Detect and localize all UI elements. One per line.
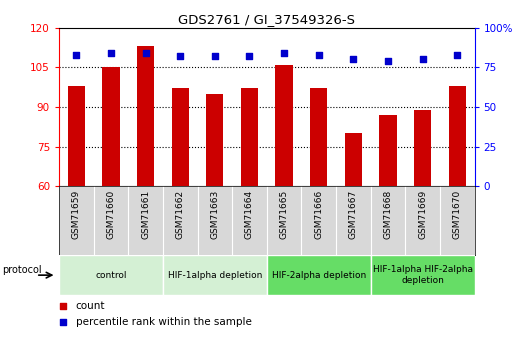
Bar: [102, 67, 120, 186]
Bar: [448, 86, 466, 186]
Bar: [370, 255, 475, 295]
Point: [314, 52, 323, 57]
Point: [59, 304, 67, 309]
Text: GSM71662: GSM71662: [175, 190, 185, 239]
Point: [245, 53, 253, 59]
Text: control: control: [95, 270, 127, 280]
Point: [349, 57, 358, 62]
Text: HIF-1alpha HIF-2alpha
depletion: HIF-1alpha HIF-2alpha depletion: [372, 265, 472, 285]
Text: GSM71669: GSM71669: [418, 190, 427, 239]
Point: [384, 58, 392, 64]
Point: [211, 53, 219, 59]
Bar: [310, 88, 327, 186]
Point: [280, 50, 288, 56]
Text: HIF-2alpha depletion: HIF-2alpha depletion: [271, 270, 366, 280]
Bar: [68, 86, 85, 186]
Text: HIF-1alpha depletion: HIF-1alpha depletion: [168, 270, 262, 280]
Text: percentile rank within the sample: percentile rank within the sample: [75, 317, 251, 327]
Point: [107, 50, 115, 56]
Bar: [163, 255, 267, 295]
Text: GSM71663: GSM71663: [210, 190, 220, 239]
Bar: [241, 88, 258, 186]
Text: GSM71666: GSM71666: [314, 190, 323, 239]
Title: GDS2761 / GI_37549326-S: GDS2761 / GI_37549326-S: [178, 13, 356, 27]
Bar: [171, 88, 189, 186]
Point: [59, 319, 67, 324]
Point: [72, 52, 81, 57]
Bar: [137, 46, 154, 186]
Bar: [267, 255, 370, 295]
Text: GSM71670: GSM71670: [452, 190, 462, 239]
Bar: [414, 110, 431, 186]
Point: [142, 50, 150, 56]
Bar: [206, 94, 224, 186]
Text: GSM71667: GSM71667: [349, 190, 358, 239]
Text: GSM71664: GSM71664: [245, 190, 254, 239]
Text: GSM71660: GSM71660: [106, 190, 115, 239]
Point: [453, 52, 461, 57]
Point: [419, 57, 427, 62]
Text: count: count: [75, 301, 105, 311]
Point: [176, 53, 184, 59]
Bar: [59, 255, 163, 295]
Text: GSM71659: GSM71659: [72, 190, 81, 239]
Text: GSM71668: GSM71668: [383, 190, 392, 239]
Text: GSM71665: GSM71665: [280, 190, 289, 239]
Text: protocol: protocol: [3, 265, 42, 275]
Bar: [345, 134, 362, 186]
Bar: [275, 65, 293, 186]
Text: GSM71661: GSM71661: [141, 190, 150, 239]
Bar: [379, 115, 397, 186]
